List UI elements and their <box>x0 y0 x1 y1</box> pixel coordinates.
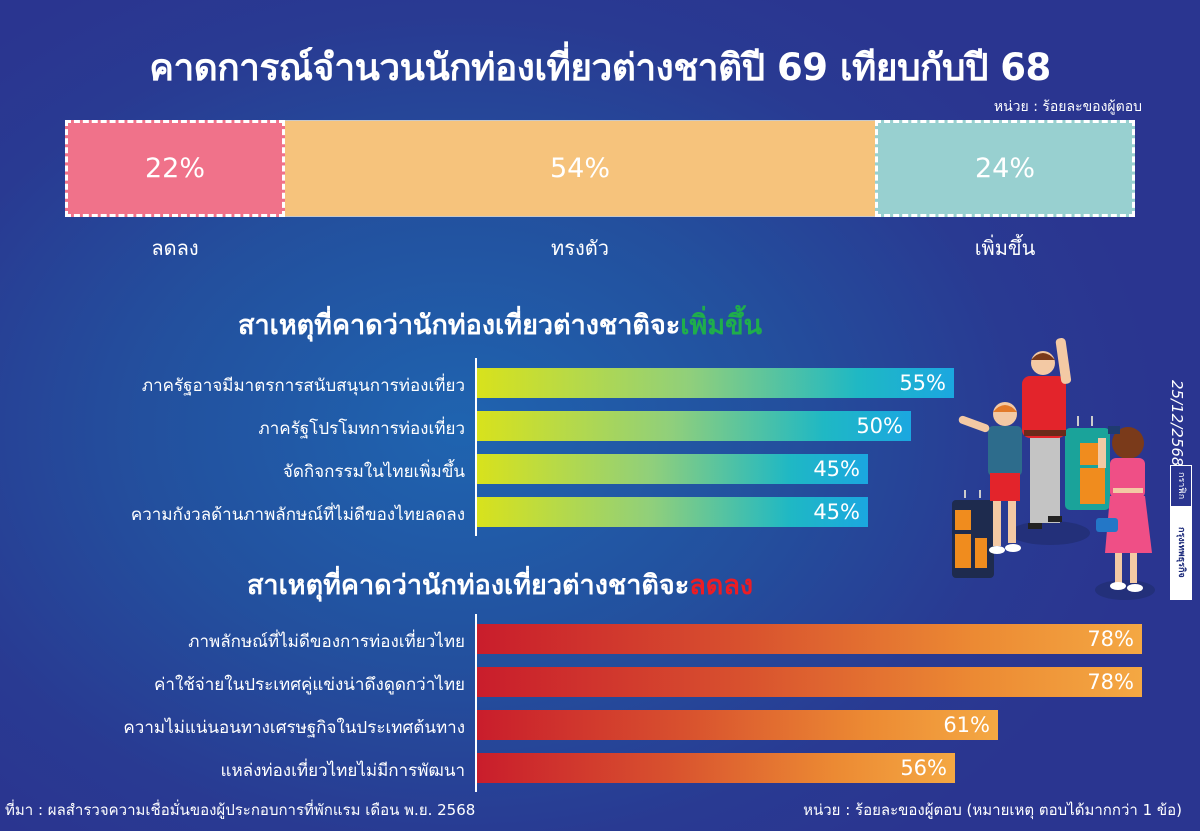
decrease-bar-label: แหล่งท่องเที่ยวไทยไม่มีการพัฒนา <box>220 761 466 781</box>
decrease-bar-label: ค่าใช้จ่ายในประเทศคู่แข่งน่าดึงดูดกว่าไท… <box>154 675 465 695</box>
segment-label-decrease: ลดลง <box>151 236 199 260</box>
decrease-bar-label: ความไม่แน่นอนทางเศรษฐกิจในประเทศต้นทาง <box>123 718 465 738</box>
decrease-title-prefix: สาเหตุที่คาดว่านักท่องเที่ยวต่างชาติจะ <box>246 570 690 601</box>
increase-bar-label: ภาครัฐอาจมีมาตรการสนับสนุนการท่องเที่ยว <box>141 376 465 396</box>
increase-title-highlight: เพิ่มขึ้น <box>680 310 763 341</box>
publisher-logo-top: กราฟิก <box>1171 466 1191 506</box>
decrease-axis-line <box>475 614 477 792</box>
increase-bar: 45% <box>477 454 868 484</box>
date-watermark: 25/12/2568 <box>1168 380 1186 467</box>
decrease-bar: 61% <box>477 710 998 740</box>
decrease-bar-label: ภาพลักษณ์ที่ไม่ดีของการท่องเที่ยวไทย <box>188 632 465 652</box>
increase-bar-label: ภาครัฐโปรโมทการท่องเที่ยว <box>258 419 465 439</box>
decrease-title-highlight: ลดลง <box>689 570 754 601</box>
increase-bar-label: จัดกิจกรรมในไทยเพิ่มขึ้น <box>282 462 465 482</box>
page-title: คาดการณ์จำนวนนักท่องเที่ยวต่างชาติปี 69 … <box>149 46 1051 89</box>
segment-label-stable: ทรงตัว <box>551 236 609 260</box>
decrease-bar: 56% <box>477 753 955 783</box>
segment-label-increase: เพิ่มขึ้น <box>974 236 1036 260</box>
increase-bar: 55% <box>477 368 954 398</box>
unit-label: หน่วย : ร้อยละของผู้ตอบ <box>993 99 1142 115</box>
tourist-family-illustration <box>952 338 1155 600</box>
decrease-bar: 78% <box>477 667 1142 697</box>
decrease-section-title: สาเหตุที่คาดว่านักท่องเที่ยวต่างชาติจะลด… <box>0 563 1100 606</box>
unit-note: หน่วย : ร้อยละของผู้ตอบ (หมายเหตุ ตอบได้… <box>803 801 1182 819</box>
publisher-logo-bottom: กรุงเทพธุรกิจ <box>1171 506 1191 599</box>
source-note: ที่มา : ผลสำรวจความเชื่อมั่นของผู้ประกอบ… <box>5 801 476 819</box>
increase-bar: 50% <box>477 411 911 441</box>
publisher-logo: กราฟิก กรุงเทพธุรกิจ <box>1170 465 1192 600</box>
increase-bar: 45% <box>477 497 868 527</box>
segment-decrease: 22% <box>65 120 285 217</box>
increase-axis-line <box>475 358 477 536</box>
decrease-bar: 78% <box>477 624 1142 654</box>
segment-stable: 54% <box>285 120 875 217</box>
increase-title-prefix: สาเหตุที่คาดว่านักท่องเที่ยวต่างชาติจะ <box>237 310 681 341</box>
overview-stacked-bar: 22% 54% 24% <box>65 120 1135 217</box>
segment-increase: 24% <box>875 120 1135 217</box>
increase-section-title: สาเหตุที่คาดว่านักท่องเที่ยวต่างชาติจะเพ… <box>0 303 1100 346</box>
increase-bar-label: ความกังวลด้านภาพลักษณ์ที่ไม่ดีของไทยลดลง <box>130 505 465 525</box>
